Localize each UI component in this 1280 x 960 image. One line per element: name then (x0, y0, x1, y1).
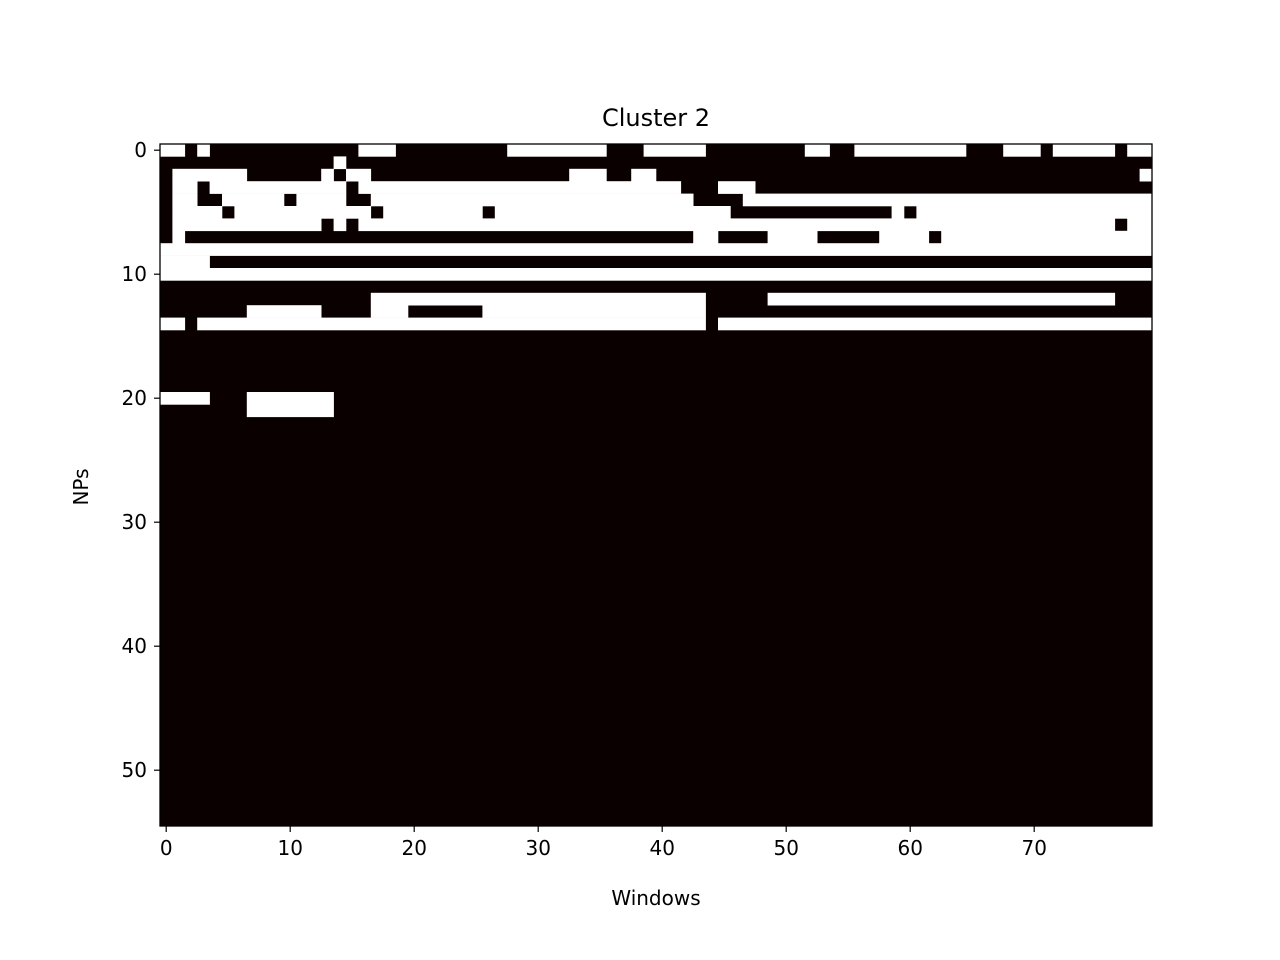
heatmap-cell-run (916, 206, 1153, 219)
heatmap-cell-run (222, 193, 285, 207)
heatmap-cell-run (358, 181, 682, 194)
heatmap-cell-run (1003, 144, 1041, 157)
chart-title: Cluster 2 (602, 104, 710, 132)
heatmap-cell-run (160, 144, 186, 157)
heatmap-cell-run (160, 392, 210, 405)
heatmap-cell-run (209, 181, 347, 194)
heatmap-cell-run (172, 193, 198, 207)
heatmap-cell-run (172, 230, 186, 244)
heatmap-cell-run (643, 144, 706, 157)
heatmap-cell-run (321, 168, 334, 182)
x-tick-label: 0 (160, 836, 173, 860)
heatmap-cell-run (891, 206, 905, 219)
heatmap-cell-run (507, 144, 607, 157)
heatmap-cell-run (172, 181, 198, 194)
heatmap-cell-run (160, 268, 1153, 281)
heatmap-cell-run (1127, 218, 1153, 232)
heatmap-cell-run (197, 144, 210, 157)
heatmap-cell-run (569, 168, 607, 182)
y-axis-label: NPs (69, 468, 93, 505)
heatmap-cell-run (631, 168, 657, 182)
heatmap-cell-run (1052, 144, 1116, 157)
heatmap-cell-run (370, 305, 409, 318)
heatmap-cell-run (383, 206, 483, 219)
heatmap-cell-run (1127, 144, 1153, 157)
heatmap-cell-run (941, 230, 1153, 244)
x-tick-label: 30 (525, 836, 550, 860)
heatmap-background (160, 144, 1152, 826)
heatmap-cell-run (246, 305, 322, 318)
heatmap-cell-run (718, 317, 1153, 331)
x-axis-label: Windows (611, 886, 700, 910)
x-axis-ticks: 0 10 20 30 40 50 60 70 (160, 826, 1047, 860)
heatmap-cell-run (246, 404, 334, 418)
heatmap-cell-run (346, 168, 372, 182)
heatmap-cell-run (370, 193, 694, 207)
heatmap-cell-run (296, 193, 347, 207)
heatmap-cell-run (197, 317, 706, 331)
y-tick-label: 50 (122, 758, 147, 782)
heatmap-cell-run (693, 230, 719, 244)
heatmap-cell-run (234, 206, 372, 219)
heatmap-cell-run (767, 230, 818, 244)
x-tick-label: 40 (649, 836, 674, 860)
heatmap-cell-run (172, 218, 322, 232)
heatmap-cell-run (494, 206, 731, 219)
x-tick-label: 60 (897, 836, 922, 860)
heatmap-cell-run (1139, 168, 1153, 182)
y-tick-label: 40 (122, 634, 147, 658)
heatmap-cell-run (718, 181, 756, 194)
y-tick-label: 0 (134, 138, 147, 162)
heatmap-cell-run (160, 317, 186, 331)
heatmap-cell-run (333, 218, 347, 232)
y-axis-ticks: 0 10 20 30 40 50 (122, 138, 160, 782)
heatmap-cell-run (160, 243, 1153, 256)
heatmap-cell-run (370, 292, 706, 306)
x-tick-label: 70 (1021, 836, 1046, 860)
y-tick-label: 30 (122, 510, 147, 534)
heatmap-cell-run (172, 168, 248, 182)
heatmap-cell-run (172, 206, 223, 219)
heatmap-cell-run (333, 156, 347, 170)
heatmap-cell-run (767, 292, 1116, 306)
y-tick-label: 10 (122, 262, 147, 286)
x-tick-label: 10 (277, 836, 302, 860)
heatmap-cell-run (358, 144, 396, 157)
heatmap-cell-run (246, 392, 334, 405)
heatmap-cell-run (879, 230, 930, 244)
x-tick-label: 20 (401, 836, 426, 860)
x-tick-label: 50 (773, 836, 798, 860)
heatmap-cell-run (804, 144, 830, 157)
heatmap-cells (160, 144, 1153, 826)
heatmap-cell-run (482, 305, 706, 318)
heatmap-cell-run (854, 144, 967, 157)
heatmap-cell-run (160, 255, 210, 269)
heatmap-cell-run (358, 218, 1116, 232)
heatmap-cell-run (742, 193, 1153, 207)
plot-frame (159, 143, 1153, 827)
y-tick-label: 20 (122, 386, 147, 410)
